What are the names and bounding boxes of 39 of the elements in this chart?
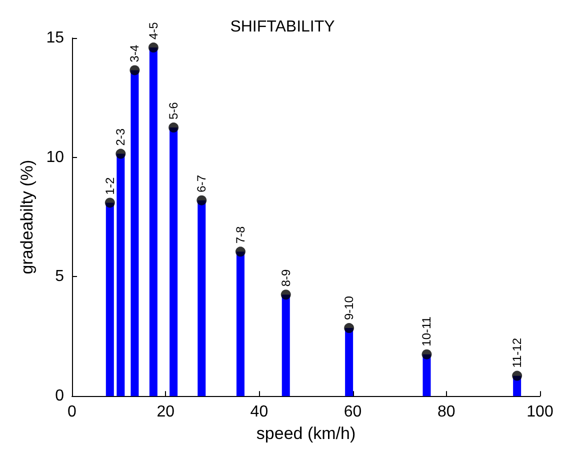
annotation: 3-4 (128, 44, 142, 62)
annotation: 2-3 (114, 128, 128, 146)
bar (130, 70, 139, 396)
point (422, 349, 432, 360)
y-tick-label: 10 (46, 148, 64, 166)
annotation: 8-9 (278, 268, 293, 287)
point (104, 198, 115, 208)
x-tick-label: 40 (250, 404, 268, 421)
annotation: 9-10 (342, 296, 356, 320)
y-tick-label: 15 (46, 30, 64, 46)
y-tick-label: 5 (55, 268, 64, 286)
x-axis-title: speed (km/h) (256, 424, 356, 443)
point (512, 370, 522, 381)
bar (170, 128, 178, 396)
y-axis-title: gradeabilty (%) (17, 160, 36, 274)
x-tick-label: 60 (344, 404, 362, 421)
point (196, 195, 207, 206)
chart-title: SHIFTABILITY (230, 18, 336, 36)
point (130, 65, 140, 76)
point (148, 42, 158, 53)
bar (149, 48, 158, 396)
annotation: 10-11 (420, 316, 434, 346)
bar (282, 294, 290, 396)
point (344, 323, 354, 334)
point (280, 290, 291, 300)
annotation: 7-8 (233, 226, 248, 244)
x-tick-label: 80 (438, 404, 456, 421)
point (235, 246, 246, 257)
x-tick-label: 0 (68, 404, 77, 421)
annotation: 6-7 (194, 174, 209, 192)
annotation: 11-12 (510, 338, 524, 368)
annotation: 1-2 (102, 177, 117, 195)
x-tick-label: 100 (526, 404, 554, 421)
annotation: 4-5 (146, 22, 160, 40)
annotation: 5-6 (166, 102, 181, 120)
x-tick-label: 20 (156, 404, 175, 421)
y-tick-label: 0 (55, 388, 64, 405)
point (116, 148, 126, 159)
point (168, 122, 179, 133)
